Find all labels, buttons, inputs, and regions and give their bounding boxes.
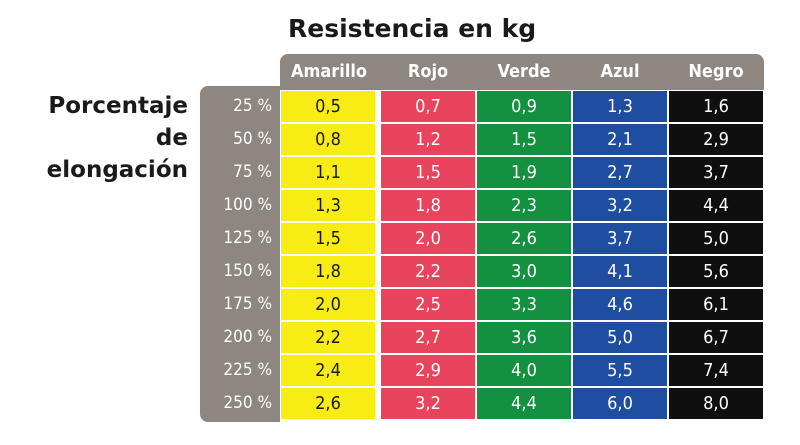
table-cell-rojo: 2,7 [381, 322, 475, 353]
table-cell-negro: 5,0 [669, 223, 763, 254]
table-cell-amarillo: 0,8 [281, 124, 375, 155]
table-cell-verde: 2,6 [477, 223, 571, 254]
table-cell-azul: 6,0 [573, 388, 667, 419]
table-cell-verde: 3,6 [477, 322, 571, 353]
table-cell-azul: 1,3 [573, 91, 667, 122]
table-cell-amarillo: 1,5 [281, 223, 375, 254]
row-label: 225 % [223, 360, 272, 380]
row-header-title: Porcentaje de elongación [46, 93, 188, 183]
table-cell-negro: 6,7 [669, 322, 763, 353]
table-cell-verde: 0,9 [477, 91, 571, 122]
table-cell-azul: 2,7 [573, 157, 667, 188]
table-cell-amarillo: 2,0 [281, 289, 375, 320]
row-label: 125 % [223, 228, 272, 248]
table-cell-azul: 4,1 [573, 256, 667, 287]
table-cell-verde: 1,9 [477, 157, 571, 188]
row-label: 100 % [223, 195, 272, 215]
table-cell-negro: 6,1 [669, 289, 763, 320]
table-cell-azul: 3,2 [573, 190, 667, 221]
table-cell-azul: 2,1 [573, 124, 667, 155]
table-cell-verde: 4,0 [477, 355, 571, 386]
row-label: 25 % [233, 96, 272, 116]
table-cell-verde: 1,5 [477, 124, 571, 155]
table-cell-rojo: 0,7 [381, 91, 475, 122]
column-header-verde: Verde [497, 61, 551, 82]
table-cell-verde: 4,4 [477, 388, 571, 419]
table-cell-azul: 4,6 [573, 289, 667, 320]
table-cell-verde: 3,0 [477, 256, 571, 287]
table-cell-negro: 1,6 [669, 91, 763, 122]
column-header-negro: Negro [688, 61, 744, 82]
table-cell-negro: 8,0 [669, 388, 763, 419]
column-header-bar [280, 54, 764, 90]
row-label-bar [200, 86, 280, 422]
table-cell-rojo: 2,0 [381, 223, 475, 254]
table-cell-amarillo: 1,1 [281, 157, 375, 188]
table-cell-rojo: 1,5 [381, 157, 475, 188]
table-cell-rojo: 2,2 [381, 256, 475, 287]
column-header-azul: Azul [600, 61, 640, 82]
table-cell-amarillo: 2,2 [281, 322, 375, 353]
table-cell-verde: 3,3 [477, 289, 571, 320]
table-cell-azul: 5,5 [573, 355, 667, 386]
table-title: Resistencia en kg [288, 14, 537, 43]
table-cell-negro: 5,6 [669, 256, 763, 287]
table-cell-rojo: 1,8 [381, 190, 475, 221]
row-label: 50 % [233, 129, 272, 149]
table-cell-rojo: 2,9 [381, 355, 475, 386]
column-header-rojo: Rojo [407, 61, 449, 82]
row-label: 200 % [223, 327, 272, 347]
row-label: 150 % [223, 261, 272, 281]
table-cell-rojo: 3,2 [381, 388, 475, 419]
row-label: 175 % [223, 294, 272, 314]
table-cell-rojo: 1,2 [381, 124, 475, 155]
table-cell-amarillo: 1,8 [281, 256, 375, 287]
table-cell-negro: 2,9 [669, 124, 763, 155]
table-cell-amarillo: 1,3 [281, 190, 375, 221]
table-cell-negro: 7,4 [669, 355, 763, 386]
table-cell-verde: 2,3 [477, 190, 571, 221]
row-label: 75 % [233, 162, 272, 182]
table-cell-azul: 5,0 [573, 322, 667, 353]
table-cell-amarillo: 0,5 [281, 91, 375, 122]
row-label: 250 % [223, 393, 272, 413]
column-header-amarillo: Amarillo [290, 61, 368, 82]
table-cell-amarillo: 2,6 [281, 388, 375, 419]
table-cell-negro: 4,4 [669, 190, 763, 221]
table-cell-negro: 3,7 [669, 157, 763, 188]
table-cell-amarillo: 2,4 [281, 355, 375, 386]
table-cell-azul: 3,7 [573, 223, 667, 254]
table-cell-rojo: 2,5 [381, 289, 475, 320]
